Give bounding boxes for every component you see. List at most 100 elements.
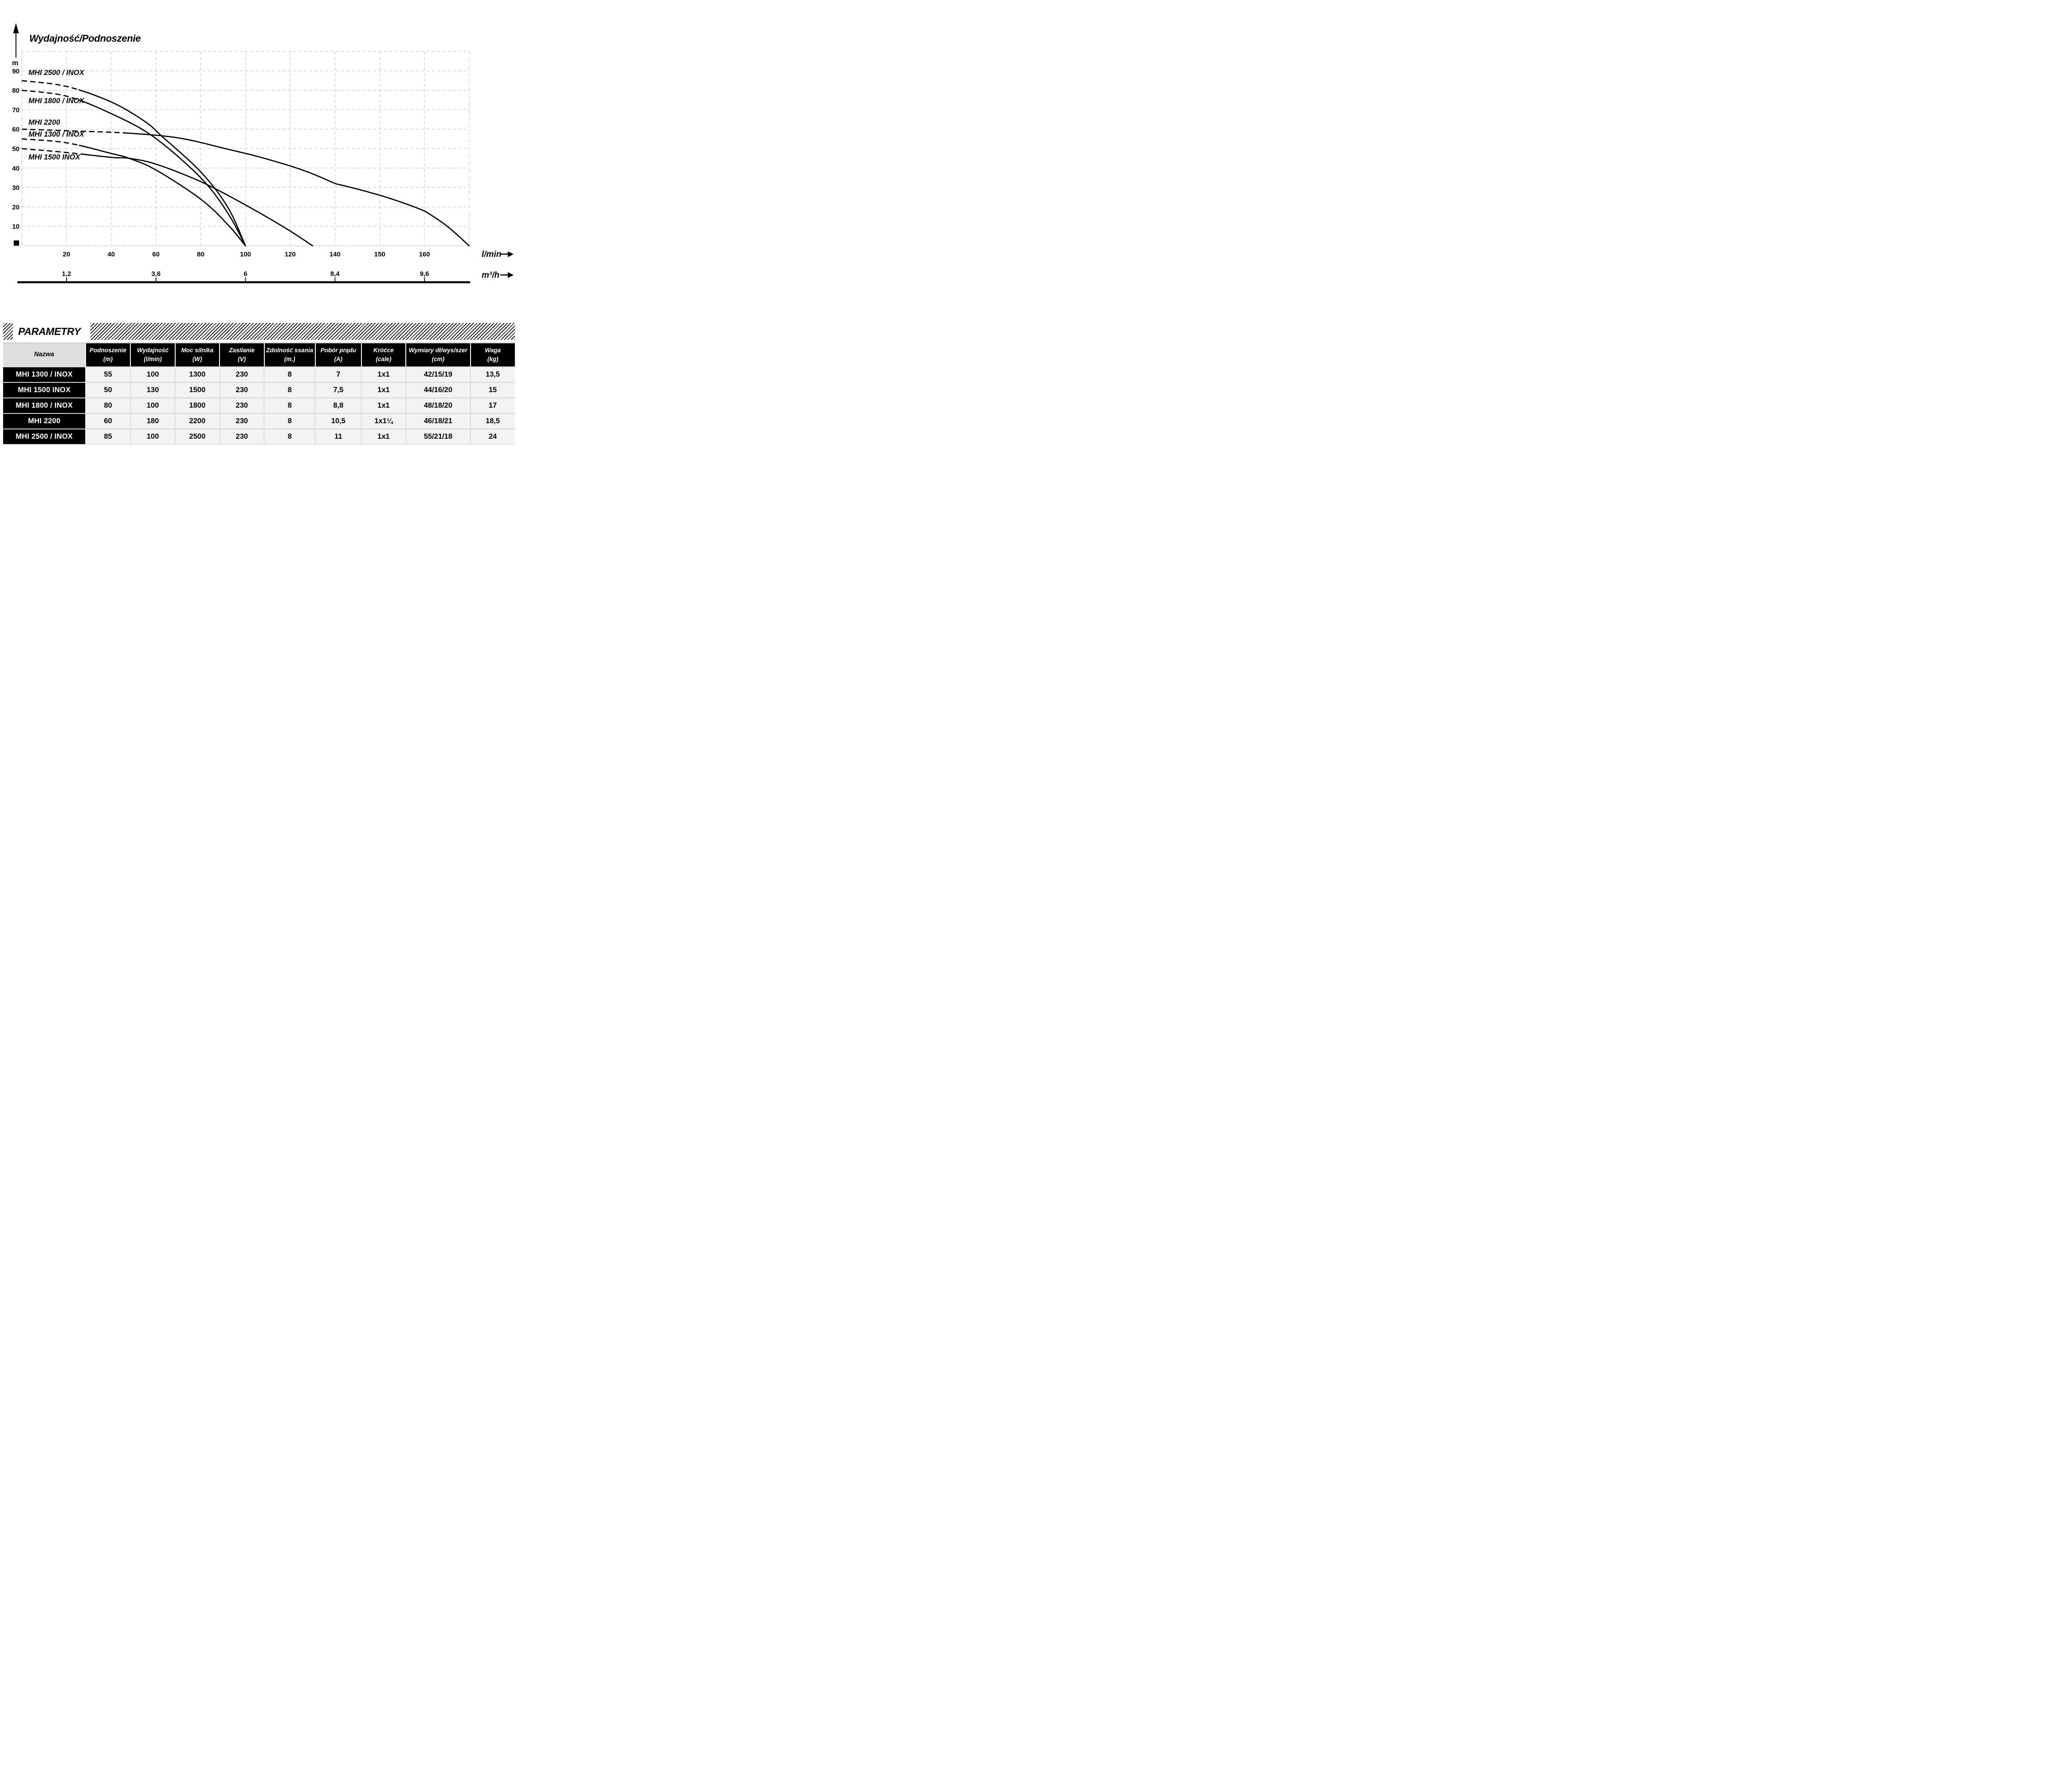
curve-mhi-2500-inox-dashed (21, 80, 79, 90)
param-value-cell: 11 (315, 429, 361, 444)
curve-mhi-2200-solid (126, 132, 470, 247)
table-row: MHI 2200 60 180 2200 230 8 10,5 1x1¼ 46/18/21 18,… (3, 413, 515, 429)
table-row: MHI 1800 / INOX 80 100 1800 230 8 8,8 1x1 48/18/… (3, 397, 515, 413)
param-value-cell: 1x1¼ (361, 413, 406, 429)
param-value-cell: 2500 (175, 429, 220, 444)
parameters-table: Nazwa Podnoszenie (m) Wydajność (l/min) Moc s… (3, 342, 515, 444)
curve-label-mhi-1800-inox: MHI 1800 / INOX (28, 97, 85, 105)
param-value-cell: 1x1 (361, 382, 406, 398)
x-tick-label-lmin: 150 (374, 251, 385, 258)
x-tick-label-m3h: 6 (243, 270, 247, 278)
chart-title: Wydajność/Podnoszenie (29, 33, 141, 44)
model-name-cell: MHI 1800 / INOX (3, 397, 86, 413)
x-axis-unit-lmin: l/min (482, 250, 501, 259)
x-tick-label-m3h: 8,4 (330, 270, 340, 278)
param-value-cell: 8 (263, 429, 315, 444)
param-value-cell: 42/15/19 (405, 366, 471, 382)
param-value-cell: 44/16/20 (405, 382, 471, 398)
param-value-cell: 100 (130, 366, 175, 382)
param-value-cell: 8 (263, 366, 315, 382)
param-value-cell: 10,5 (315, 413, 361, 429)
param-value-cell: 17 (470, 397, 515, 413)
column-header: Króćce (cale) (361, 342, 406, 367)
param-value-cell: 100 (130, 397, 175, 413)
y-axis-arrow-icon (13, 23, 19, 58)
column-header: Podnoszenie (m) (85, 342, 131, 367)
param-value-cell: 180 (130, 413, 175, 429)
table-row: MHI 2500 / INOX 85 100 2500 230 8 11 1x1 55/21/1… (3, 429, 515, 444)
param-value-cell: 48/18/20 (405, 397, 471, 413)
param-value-cell: 1x1 (361, 429, 406, 444)
y-tick-label: 50 (12, 146, 20, 153)
curve-mhi-1800-inox-dashed (21, 90, 79, 101)
table-row: MHI 1500 INOX 50 130 1500 230 8 7,5 1x1 44/16/20… (3, 382, 515, 398)
param-value-cell: 13,5 (470, 366, 515, 382)
param-value-cell: 80 (85, 397, 131, 413)
param-value-cell: 130 (130, 382, 175, 398)
param-value-cell: 2200 (175, 413, 220, 429)
param-value-cell: 85 (85, 429, 131, 444)
x-tick-label-lmin: 160 (419, 251, 430, 258)
param-value-cell: 230 (219, 397, 264, 413)
param-value-cell: 55 (85, 366, 131, 382)
curve-label-mhi-2500-inox: MHI 2500 / INOX (28, 69, 85, 77)
curve-mhi-2500-inox-solid (78, 89, 246, 247)
x-tick-label-lmin: 40 (107, 251, 115, 258)
model-name-cell: MHI 2200 (3, 413, 86, 429)
y-tick-label: 60 (12, 126, 20, 134)
y-tick-label: 80 (12, 87, 20, 94)
origin-square-marker (14, 240, 19, 246)
pump-performance-chart: Wydajność/Podnoszenie m 10 20 30 40 50 60 70 80… (12, 23, 514, 283)
param-value-cell: 7,5 (315, 382, 361, 398)
param-value-cell: 55/21/18 (405, 429, 471, 444)
curve-mhi-1500-inox-solid (85, 154, 314, 247)
param-value-cell: 60 (85, 413, 131, 429)
x-tick-label-lmin: 100 (240, 251, 251, 258)
column-header: Wydajność (l/min) (130, 342, 175, 367)
param-value-cell: 8,8 (315, 397, 361, 413)
param-value-cell: 8 (263, 413, 315, 429)
x-axis-unit-m3h: m³/h (482, 271, 499, 280)
x-tick-label-lmin: 80 (197, 251, 204, 258)
parametry-section-band: PARAMETRY (3, 323, 515, 340)
column-header: Moc silnika (W) (174, 342, 220, 367)
section-title: PARAMETRY (18, 325, 81, 337)
hatch-stripe-left (3, 323, 13, 340)
x-tick-label-lmin: 20 (63, 251, 71, 258)
param-value-cell: 1x1 (361, 366, 406, 382)
param-value-cell: 18,5 (470, 413, 515, 429)
model-name-cell: MHI 1300 / INOX (3, 366, 86, 382)
curve-mhi-1500-inox-dashed (21, 148, 86, 155)
y-axis-unit-label: m (12, 59, 18, 67)
curve-label-mhi-2200: MHI 2200 (28, 118, 60, 126)
x-axis-arrow-m3h-icon (500, 272, 514, 278)
curve-mhi-2200-dashed (21, 128, 127, 134)
section-title-box: PARAMETRY (13, 323, 90, 340)
y-tick-label: 20 (12, 204, 20, 211)
x-axis-arrow-lmin-icon (500, 251, 514, 257)
column-header-nazwa: Nazwa (3, 342, 86, 367)
curve-label-mhi-1300-inox: MHI 1300 / INOX (28, 130, 85, 138)
column-header: Pobór prądu (A) (314, 342, 361, 367)
param-value-cell: 46/18/21 (405, 413, 471, 429)
y-tick-label: 10 (12, 223, 20, 231)
param-value-cell: 8 (263, 397, 315, 413)
column-header: Zdolność ssania (m.) (263, 342, 315, 367)
curve-mhi-1300-inox-dashed (21, 138, 80, 146)
param-value-cell: 1800 (175, 397, 220, 413)
x-tick-label-m3h: 3,6 (151, 270, 161, 278)
param-value-cell: 15 (470, 382, 515, 398)
x-tick-label-m3h: 9,6 (420, 270, 429, 278)
param-value-cell: 24 (470, 429, 515, 444)
curve-mhi-1800-inox-solid (78, 99, 246, 247)
param-value-cell: 1x1 (361, 397, 406, 413)
param-value-cell: 1500 (175, 382, 220, 398)
param-value-cell: 100 (130, 429, 175, 444)
x-tick-label-lmin: 60 (152, 251, 160, 258)
y-tick-label: 90 (12, 67, 20, 75)
param-value-cell: 230 (219, 413, 264, 429)
table-header-row: Nazwa Podnoszenie (m) Wydajność (l/min) Moc s… (3, 342, 515, 367)
param-value-cell: 1300 (175, 366, 220, 382)
param-value-cell: 230 (219, 366, 264, 382)
param-value-cell: 8 (263, 382, 315, 398)
